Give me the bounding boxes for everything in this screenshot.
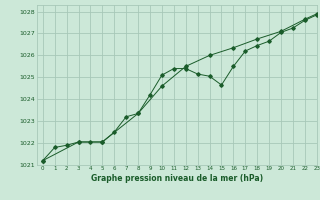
X-axis label: Graphe pression niveau de la mer (hPa): Graphe pression niveau de la mer (hPa) (91, 174, 263, 183)
